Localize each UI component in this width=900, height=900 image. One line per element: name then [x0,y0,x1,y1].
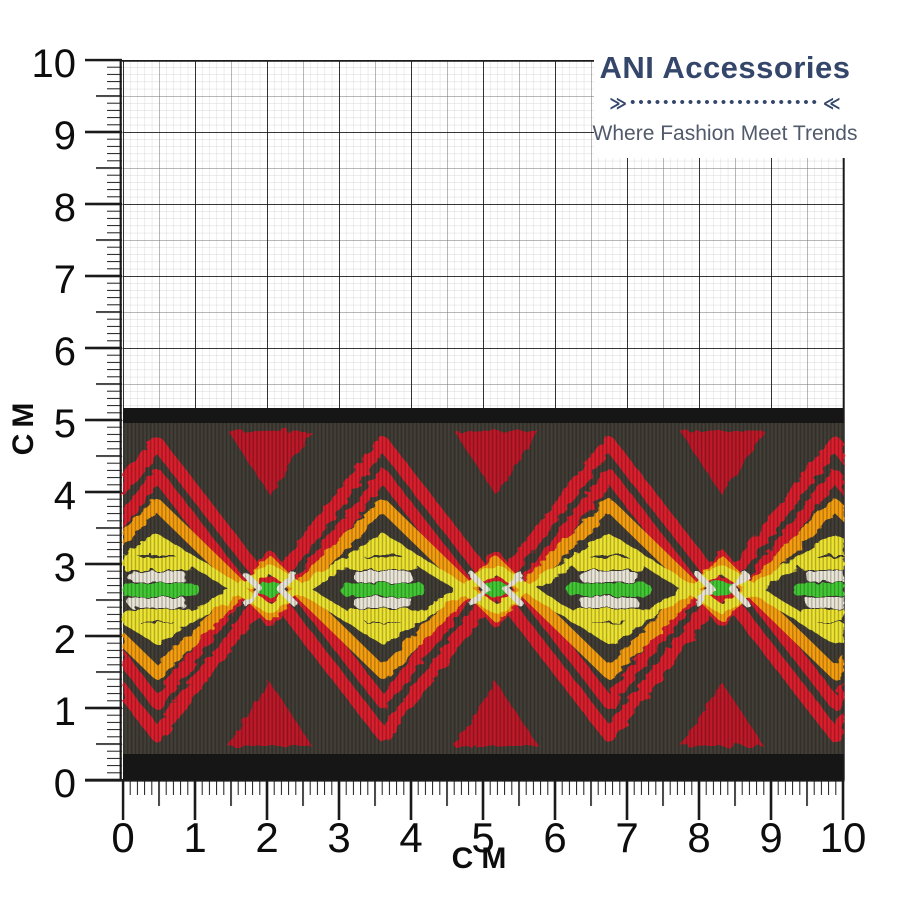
divider-arrow-right-icon: ≫ [609,94,628,113]
y-axis-label: 10 [31,42,77,86]
x-axis-label: 5 [471,814,495,861]
x-axis-label: 8 [687,814,711,861]
y-axis-label: 2 [53,618,76,662]
divider-dots: ••••••••••••••••••••••• [630,95,820,110]
y-axis-label: 8 [53,186,76,230]
x-axis-label: 4 [399,814,423,861]
y-axis-label: 7 [53,258,76,302]
x-axis-label: 3 [327,814,351,861]
y-axis-label: 1 [53,690,76,734]
y-axis-label: 9 [53,114,76,158]
y-axis-unit-cm: CM [7,396,40,456]
x-axis-label: 7 [615,814,639,861]
y-axis-label: 4 [53,474,76,518]
y-axis-label: 3 [53,546,76,590]
x-axis-label: 10 [819,814,867,861]
ribbon-top-selvage [123,408,844,423]
brand-name: ANI Accessories [599,50,851,85]
x-axis-unit-cm: CM [451,842,515,875]
y-axis-label: 6 [53,330,76,374]
x-axis-mm-ticks [122,780,845,795]
embroidered-ribbon [123,408,844,780]
x-axis-label: 1 [183,814,207,861]
ribbon-bottom-selvage [123,754,844,780]
y-axis-mm-ticks [107,59,122,781]
y-axis-label: 5 [53,402,76,446]
brand-tagline: Where Fashion Meet Trends [592,122,858,145]
x-axis-label: 6 [543,814,567,861]
brand-divider: ≫ ••••••••••••••••••••••• ≪ [609,95,840,112]
divider-arrow-left-icon: ≪ [822,94,841,113]
brand-block: ANI Accessories ≫ ••••••••••••••••••••••… [592,0,858,158]
ribbon-weave-texture [123,408,844,780]
x-axis-label: 0 [111,814,135,861]
x-axis-label: 2 [255,814,279,861]
x-axis-label: 9 [759,814,783,861]
y-axis-label: 0 [53,762,76,806]
